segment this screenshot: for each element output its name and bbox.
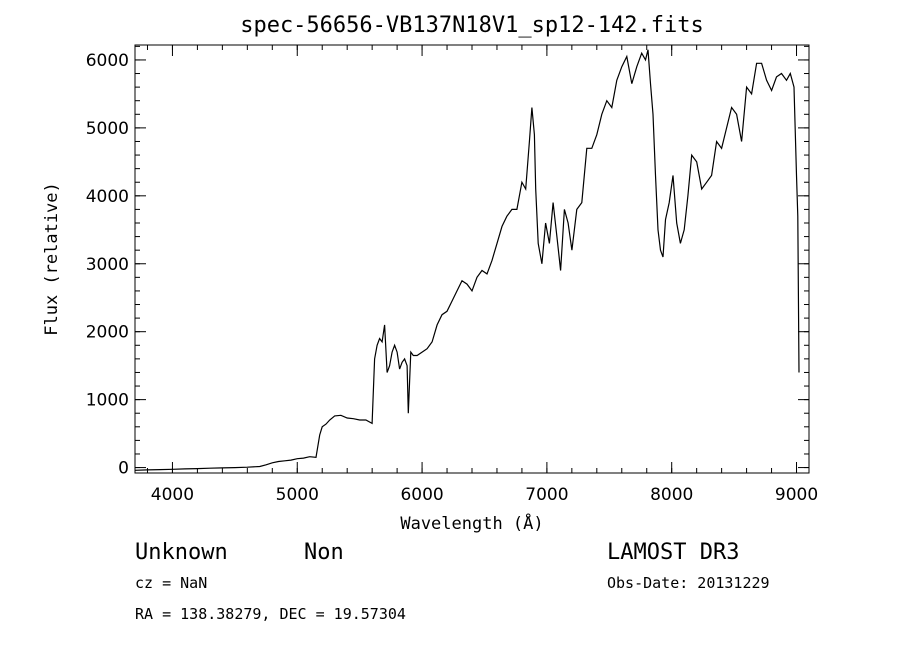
y-tick-label: 3000 [86, 255, 129, 275]
plot-frame [134, 44, 810, 474]
y-tick-label: 6000 [86, 51, 129, 71]
x-tick-label: 7000 [525, 485, 568, 505]
y-tick-label: 2000 [86, 323, 129, 343]
x-tick-label: 4000 [151, 485, 194, 505]
x-tick-label: 8000 [650, 485, 693, 505]
x-tick-label: 5000 [276, 485, 319, 505]
object-class: Unknown [135, 540, 228, 565]
object-subclass: Non [304, 540, 344, 565]
y-tick-label: 5000 [86, 119, 129, 139]
axis-ticks [135, 45, 809, 473]
redshift-cz: cz = NaN [135, 574, 207, 592]
x-tick-label: 6000 [400, 485, 443, 505]
ra-dec-coordinates: RA = 138.38279, DEC = 19.57304 [135, 605, 406, 623]
y-tick-label: 1000 [86, 391, 129, 411]
observation-date: Obs-Date: 20131229 [607, 574, 770, 592]
axis-tick-labels: 4000 5000 6000 7000 8000 9000 0 1000 2000 3000 400… [86, 51, 818, 505]
y-tick-label: 0 [118, 459, 129, 479]
chart-title: spec-56656-VB137N18V1_sp12-142.fits [240, 13, 704, 38]
x-tick-label: 9000 [775, 485, 818, 505]
y-tick-label: 4000 [86, 187, 129, 207]
y-axis-label: Flux (relative) [42, 182, 62, 336]
survey-name: LAMOST DR3 [607, 540, 739, 565]
x-axis-label: Wavelength (Å) [400, 512, 543, 534]
spectrum-line [134, 49, 800, 471]
